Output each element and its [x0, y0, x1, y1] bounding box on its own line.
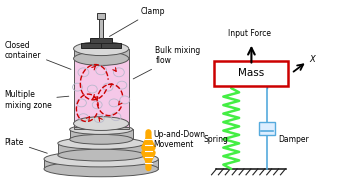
Ellipse shape: [74, 42, 129, 56]
Polygon shape: [90, 38, 112, 47]
Polygon shape: [81, 43, 101, 48]
Text: Spring: Spring: [203, 135, 228, 144]
Polygon shape: [99, 14, 103, 38]
Polygon shape: [74, 124, 129, 129]
Polygon shape: [74, 49, 129, 59]
Text: Bulk mixing
flow: Bulk mixing flow: [133, 46, 201, 79]
Text: Input Force: Input Force: [228, 29, 271, 38]
Polygon shape: [44, 159, 158, 169]
Polygon shape: [97, 13, 105, 19]
Polygon shape: [75, 58, 128, 126]
Text: Multiple
mixing zone: Multiple mixing zone: [5, 90, 69, 110]
Ellipse shape: [58, 137, 145, 149]
Text: Plate: Plate: [5, 138, 47, 153]
Text: Mass: Mass: [238, 68, 265, 78]
Polygon shape: [58, 143, 145, 155]
Ellipse shape: [44, 151, 158, 167]
FancyBboxPatch shape: [215, 60, 288, 86]
Polygon shape: [101, 43, 121, 48]
Text: Damper: Damper: [278, 135, 309, 144]
Text: X: X: [309, 55, 315, 64]
Ellipse shape: [58, 149, 145, 161]
Text: Up-and-Down
Movement: Up-and-Down Movement: [154, 130, 205, 149]
FancyBboxPatch shape: [259, 122, 275, 135]
Polygon shape: [74, 57, 129, 126]
Text: Clamp: Clamp: [110, 7, 165, 36]
Polygon shape: [70, 129, 133, 139]
Ellipse shape: [44, 161, 158, 177]
Ellipse shape: [70, 134, 133, 144]
Ellipse shape: [70, 125, 133, 134]
Text: Closed
container: Closed container: [5, 41, 71, 69]
Ellipse shape: [74, 52, 129, 65]
Ellipse shape: [74, 117, 129, 130]
